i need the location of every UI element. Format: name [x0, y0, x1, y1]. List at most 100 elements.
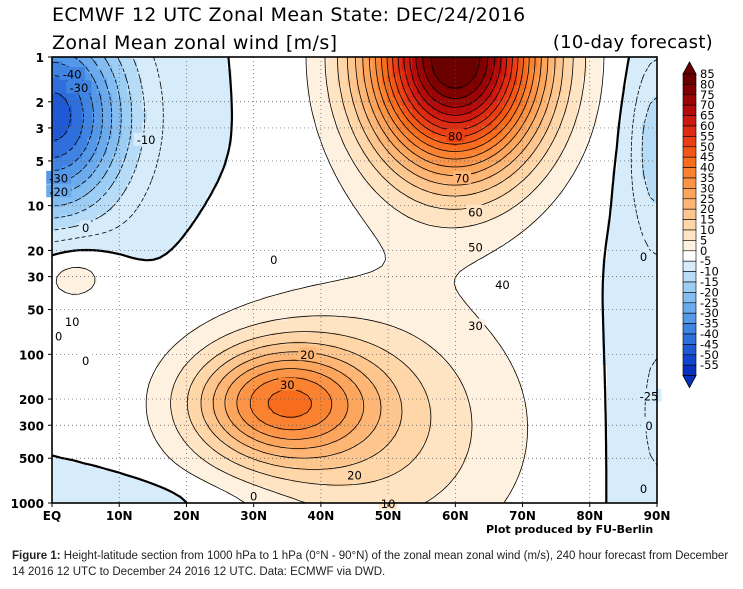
field-cell [517, 174, 523, 180]
field-cell [492, 211, 498, 216]
field-cell [532, 215, 538, 220]
field-cell [652, 174, 657, 180]
field-cell [637, 178, 643, 184]
field-cell [387, 182, 393, 188]
field-cell [632, 194, 638, 200]
field-cell [597, 73, 603, 78]
field-cell [172, 77, 178, 82]
field-cell [447, 166, 453, 172]
field-cell [307, 194, 313, 200]
field-cell [402, 194, 408, 200]
field-cell [67, 142, 73, 147]
field-cell [462, 97, 468, 103]
field-cell [162, 146, 168, 151]
field-cell [87, 207, 93, 212]
field-cell [582, 117, 588, 123]
field-cell [362, 105, 368, 111]
field-cell [397, 150, 403, 155]
field-cell [112, 85, 118, 91]
field-cell [142, 162, 148, 168]
field-cell [477, 121, 483, 127]
field-cell [137, 178, 143, 184]
field-cell [622, 170, 628, 176]
field-cell [652, 182, 657, 188]
field-cell [202, 81, 208, 86]
field-cell [252, 207, 258, 212]
field-cell [452, 125, 458, 131]
field-cell [357, 73, 363, 78]
field-cell [147, 223, 153, 228]
field-cell [562, 105, 568, 111]
field-cell [597, 154, 603, 159]
field-cell [492, 121, 498, 127]
field-cell [477, 158, 483, 164]
field-cell [242, 113, 248, 119]
field-cell [297, 142, 303, 147]
field-cell [332, 178, 338, 184]
field-cell [257, 73, 263, 78]
field-cell [127, 73, 133, 78]
field-cell [117, 117, 123, 123]
field-cell [427, 138, 433, 143]
field-cell [157, 194, 163, 200]
field-cell [532, 129, 538, 135]
field-cell [447, 73, 453, 78]
field-cell [427, 162, 433, 168]
field-cell [207, 142, 213, 147]
field-cell [297, 65, 303, 70]
field-cell [227, 150, 233, 155]
field-cell [522, 121, 528, 127]
field-cell [442, 174, 448, 180]
field-cell [592, 85, 598, 91]
field-cell [92, 81, 98, 86]
field-cell [277, 142, 283, 147]
field-cell [467, 65, 473, 70]
field-cell [72, 215, 78, 220]
field-cell [117, 158, 123, 164]
field-cell [627, 125, 633, 131]
field-cell [637, 150, 643, 155]
field-cell [327, 121, 333, 127]
field-cell [77, 182, 83, 188]
field-cell [652, 125, 657, 131]
field-cell [167, 202, 173, 208]
field-cell [637, 129, 643, 135]
field-cell [437, 65, 443, 70]
field-cell [462, 93, 468, 99]
field-cell [72, 101, 78, 107]
field-cell [192, 207, 198, 212]
field-cell [552, 109, 558, 115]
field-cell [172, 61, 178, 66]
field-cell [597, 190, 603, 196]
field-cell [527, 186, 533, 192]
field-cell [232, 146, 238, 151]
field-cell [327, 166, 333, 172]
field-cell [467, 73, 473, 78]
field-cell [577, 73, 583, 78]
field-cell [217, 69, 223, 74]
field-cell [87, 142, 93, 147]
field-cell [102, 219, 108, 224]
field-cell [127, 219, 133, 224]
field-cell [472, 101, 478, 107]
field-cell [182, 69, 188, 74]
field-cell [277, 198, 283, 204]
field-cell [547, 211, 553, 216]
field-cell [92, 129, 98, 135]
field-cell [202, 190, 208, 196]
field-cell [62, 166, 68, 172]
field-cell [497, 198, 503, 204]
field-cell [262, 166, 268, 172]
field-cell [422, 178, 428, 184]
field-cell [527, 190, 533, 196]
field-cell [357, 202, 363, 208]
field-cell [557, 129, 563, 135]
field-cell [292, 154, 298, 159]
field-cell [152, 129, 158, 135]
field-cell [547, 73, 553, 78]
field-cell [202, 178, 208, 184]
field-cell [407, 65, 413, 70]
field-cell [62, 61, 68, 66]
field-cell [367, 117, 373, 123]
field-cell [232, 207, 238, 212]
